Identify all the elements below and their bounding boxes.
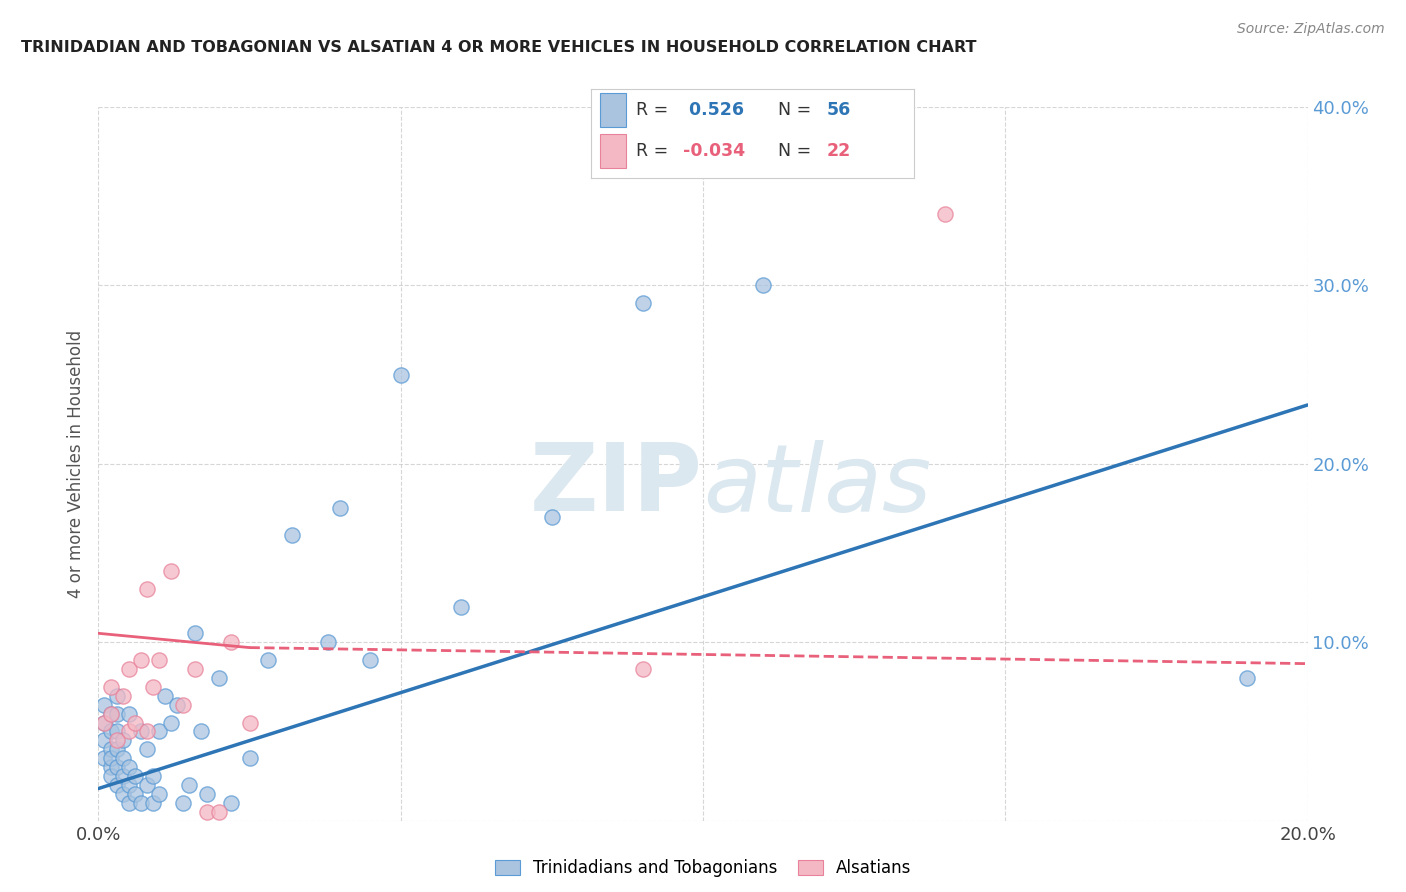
Point bbox=[239, 715, 262, 730]
Point bbox=[118, 796, 141, 810]
Text: N =: N = bbox=[778, 101, 817, 119]
Point bbox=[160, 715, 183, 730]
Point bbox=[118, 662, 141, 676]
Point bbox=[208, 805, 231, 819]
Point bbox=[118, 778, 141, 792]
Point bbox=[105, 778, 128, 792]
Point bbox=[111, 689, 134, 703]
Point bbox=[135, 724, 157, 739]
Point bbox=[450, 599, 472, 614]
Point bbox=[148, 787, 170, 801]
Point bbox=[100, 760, 122, 774]
Point bbox=[105, 689, 128, 703]
Point bbox=[111, 733, 134, 747]
Point bbox=[195, 787, 218, 801]
Text: atlas: atlas bbox=[703, 440, 931, 531]
Point bbox=[172, 698, 194, 712]
Text: N =: N = bbox=[778, 142, 817, 160]
Point bbox=[118, 760, 141, 774]
Point bbox=[105, 733, 128, 747]
Point bbox=[111, 787, 134, 801]
Point bbox=[142, 769, 165, 783]
Point bbox=[100, 724, 122, 739]
Point bbox=[100, 742, 122, 756]
Point bbox=[100, 769, 122, 783]
Point bbox=[195, 805, 218, 819]
Point bbox=[135, 582, 157, 596]
Y-axis label: 4 or more Vehicles in Household: 4 or more Vehicles in Household bbox=[67, 330, 86, 598]
Text: 22: 22 bbox=[827, 142, 851, 160]
Point bbox=[153, 689, 176, 703]
Point bbox=[124, 787, 146, 801]
Point bbox=[93, 715, 115, 730]
Point bbox=[221, 796, 243, 810]
Point bbox=[540, 510, 562, 524]
Point bbox=[129, 724, 152, 739]
Text: Source: ZipAtlas.com: Source: ZipAtlas.com bbox=[1237, 22, 1385, 37]
Point bbox=[100, 751, 122, 765]
Point bbox=[208, 671, 231, 685]
Text: ZIP: ZIP bbox=[530, 439, 703, 532]
Point bbox=[118, 724, 141, 739]
Point bbox=[360, 653, 382, 667]
Point bbox=[111, 751, 134, 765]
Point bbox=[129, 796, 152, 810]
Point bbox=[166, 698, 188, 712]
Legend: Trinidadians and Tobagonians, Alsatians: Trinidadians and Tobagonians, Alsatians bbox=[488, 853, 918, 884]
Point bbox=[105, 724, 128, 739]
Point bbox=[329, 501, 352, 516]
Point bbox=[179, 778, 201, 792]
Text: R =: R = bbox=[636, 142, 673, 160]
Point bbox=[142, 680, 165, 694]
Text: -0.034: -0.034 bbox=[683, 142, 745, 160]
Point bbox=[111, 769, 134, 783]
Text: 56: 56 bbox=[827, 101, 851, 119]
Point bbox=[100, 706, 122, 721]
Point bbox=[148, 724, 170, 739]
Point bbox=[256, 653, 278, 667]
Point bbox=[389, 368, 412, 382]
FancyBboxPatch shape bbox=[600, 134, 626, 168]
Point bbox=[184, 626, 207, 640]
Point bbox=[135, 778, 157, 792]
Point bbox=[631, 296, 654, 310]
Point bbox=[190, 724, 212, 739]
Point bbox=[239, 751, 262, 765]
Point bbox=[93, 751, 115, 765]
Point bbox=[124, 769, 146, 783]
Point bbox=[93, 733, 115, 747]
Text: R =: R = bbox=[636, 101, 673, 119]
Point bbox=[100, 680, 122, 694]
Point bbox=[160, 564, 183, 578]
Point bbox=[752, 278, 775, 293]
Text: TRINIDADIAN AND TOBAGONIAN VS ALSATIAN 4 OR MORE VEHICLES IN HOUSEHOLD CORRELATI: TRINIDADIAN AND TOBAGONIAN VS ALSATIAN 4… bbox=[21, 40, 977, 55]
Point bbox=[135, 742, 157, 756]
Point bbox=[93, 698, 115, 712]
Point bbox=[93, 715, 115, 730]
Point bbox=[148, 653, 170, 667]
Point bbox=[221, 635, 243, 649]
Point bbox=[184, 662, 207, 676]
Point bbox=[105, 706, 128, 721]
Point bbox=[172, 796, 194, 810]
Point bbox=[631, 662, 654, 676]
Point bbox=[118, 706, 141, 721]
Text: 0.526: 0.526 bbox=[683, 101, 744, 119]
Point bbox=[934, 207, 956, 221]
Point bbox=[100, 706, 122, 721]
Point bbox=[124, 715, 146, 730]
Point bbox=[1236, 671, 1258, 685]
Point bbox=[105, 760, 128, 774]
Point bbox=[129, 653, 152, 667]
Point bbox=[142, 796, 165, 810]
Point bbox=[316, 635, 339, 649]
FancyBboxPatch shape bbox=[600, 93, 626, 127]
Point bbox=[105, 742, 128, 756]
Point bbox=[281, 528, 304, 542]
